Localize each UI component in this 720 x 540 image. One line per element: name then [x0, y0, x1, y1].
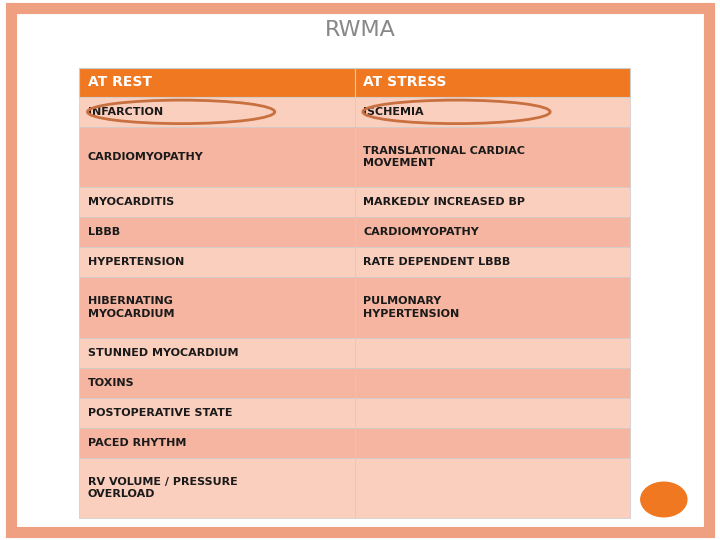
FancyBboxPatch shape — [79, 278, 355, 338]
Text: PULMONARY
HYPERTENSION: PULMONARY HYPERTENSION — [363, 296, 459, 319]
FancyBboxPatch shape — [355, 278, 630, 338]
Text: PACED RHYTHM: PACED RHYTHM — [88, 438, 186, 448]
FancyBboxPatch shape — [355, 458, 630, 518]
Text: RATE DEPENDENT LBBB: RATE DEPENDENT LBBB — [363, 258, 510, 267]
FancyBboxPatch shape — [355, 398, 630, 428]
FancyBboxPatch shape — [355, 187, 630, 217]
Text: RWMA: RWMA — [325, 19, 395, 40]
Text: AT STRESS: AT STRESS — [363, 75, 446, 89]
FancyBboxPatch shape — [355, 247, 630, 278]
FancyBboxPatch shape — [355, 97, 630, 127]
Text: RV VOLUME / PRESSURE
OVERLOAD: RV VOLUME / PRESSURE OVERLOAD — [88, 477, 238, 500]
FancyBboxPatch shape — [79, 97, 355, 127]
Text: MYOCARDITIS: MYOCARDITIS — [88, 197, 174, 207]
Text: ISCHEMIA: ISCHEMIA — [363, 107, 424, 117]
FancyBboxPatch shape — [11, 8, 709, 532]
FancyBboxPatch shape — [79, 127, 355, 187]
FancyBboxPatch shape — [79, 187, 355, 217]
Text: STUNNED MYOCARDIUM: STUNNED MYOCARDIUM — [88, 348, 238, 358]
Text: AT REST: AT REST — [88, 75, 152, 89]
FancyBboxPatch shape — [79, 68, 355, 97]
Text: CARDIOMYOPATHY: CARDIOMYOPATHY — [88, 152, 204, 162]
FancyBboxPatch shape — [355, 368, 630, 398]
Circle shape — [641, 482, 687, 517]
FancyBboxPatch shape — [355, 428, 630, 458]
Text: INFARCTION: INFARCTION — [88, 107, 163, 117]
FancyBboxPatch shape — [355, 338, 630, 368]
FancyBboxPatch shape — [79, 217, 355, 247]
FancyBboxPatch shape — [355, 217, 630, 247]
FancyBboxPatch shape — [355, 68, 630, 97]
Text: TRANSLATIONAL CARDIAC
MOVEMENT: TRANSLATIONAL CARDIAC MOVEMENT — [363, 146, 526, 168]
FancyBboxPatch shape — [79, 428, 355, 458]
Text: POSTOPERATIVE STATE: POSTOPERATIVE STATE — [88, 408, 233, 418]
Text: LBBB: LBBB — [88, 227, 120, 237]
FancyBboxPatch shape — [355, 127, 630, 187]
FancyBboxPatch shape — [79, 458, 355, 518]
Text: MARKEDLY INCREASED BP: MARKEDLY INCREASED BP — [363, 197, 526, 207]
FancyBboxPatch shape — [79, 338, 355, 368]
Text: TOXINS: TOXINS — [88, 378, 135, 388]
Text: HIBERNATING
MYOCARDIUM: HIBERNATING MYOCARDIUM — [88, 296, 174, 319]
Text: HYPERTENSION: HYPERTENSION — [88, 258, 184, 267]
FancyBboxPatch shape — [79, 398, 355, 428]
FancyBboxPatch shape — [79, 368, 355, 398]
Text: CARDIOMYOPATHY: CARDIOMYOPATHY — [363, 227, 479, 237]
FancyBboxPatch shape — [79, 247, 355, 278]
